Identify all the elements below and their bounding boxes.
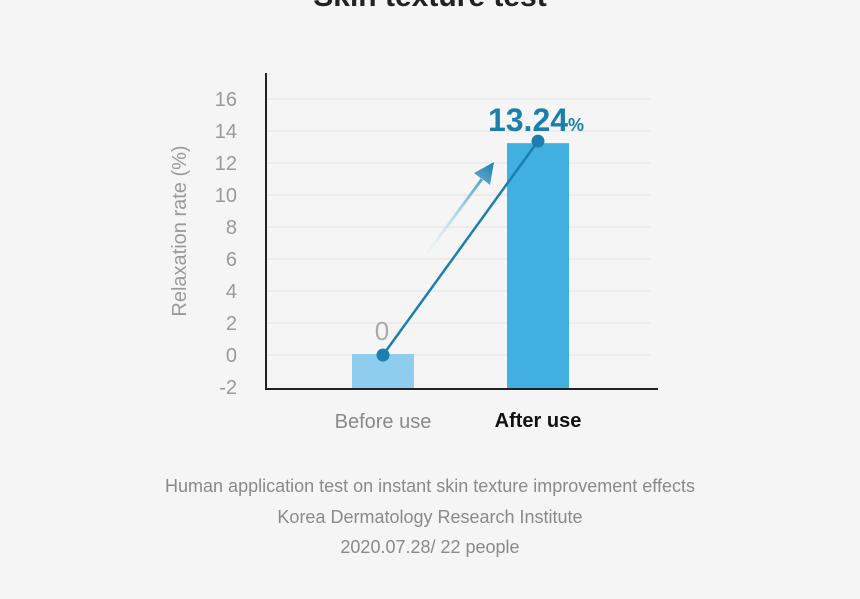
x-label-before: Before use — [335, 411, 432, 433]
caption-institute: Korea Dermatology Research Institute — [277, 507, 583, 527]
caption-date-participants: 2020.07.28/ 22 people — [340, 537, 520, 557]
bar-after-use — [507, 143, 569, 388]
value-label-before: 0 — [375, 316, 389, 346]
y-tick-label: 2 — [226, 313, 237, 335]
trend-line — [376, 134, 545, 362]
grid-lines — [266, 98, 650, 356]
y-tick-label: 4 — [226, 281, 237, 303]
trend-point-after — [531, 134, 545, 148]
page-title: Skin texture test — [0, 0, 860, 14]
trend-arrow-icon — [410, 162, 494, 276]
value-number-after: 13.24 — [488, 102, 568, 138]
trend-line-segment — [381, 140, 540, 356]
y-tick-label: 6 — [226, 249, 237, 271]
axes — [265, 73, 658, 390]
y-axis-label: Relaxation rate (%) — [169, 145, 191, 316]
y-tick-label: 16 — [215, 89, 237, 111]
trend-point-before — [376, 348, 390, 362]
bars — [352, 143, 569, 388]
value-unit-after: % — [568, 115, 584, 135]
y-tick-label: 14 — [215, 121, 237, 143]
caption-study: Human application test on instant skin t… — [165, 476, 695, 496]
y-tick-label: 0 — [226, 345, 237, 367]
relaxation-rate-chart: 16 14 12 10 8 6 4 2 0 -2 Relaxation rate (%) Befo… — [169, 73, 658, 433]
x-label-after: After use — [495, 410, 582, 432]
y-tick-label: 12 — [215, 153, 237, 175]
y-tick-labels: 16 14 12 10 8 6 4 2 0 -2 — [215, 89, 237, 399]
value-label-after: 13.24% — [488, 102, 584, 138]
y-tick-label: -2 — [219, 377, 237, 399]
y-tick-label: 10 — [215, 185, 237, 207]
y-tick-label: 8 — [226, 217, 237, 239]
